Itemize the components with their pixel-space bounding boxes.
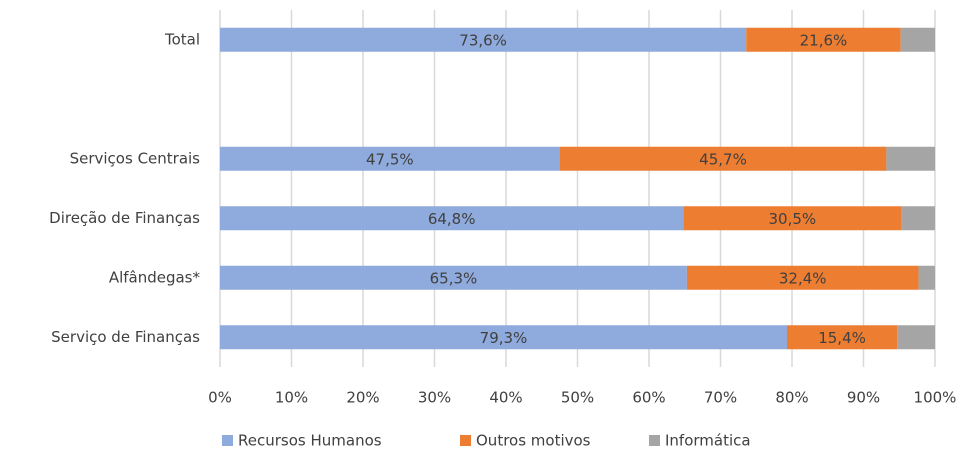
data-label: 21,6% [800,31,848,49]
x-tick-label: 90% [847,389,880,407]
bar-segment [746,27,901,52]
legend-swatch [222,435,233,446]
legend-label: Informática [665,432,751,450]
y-tick-label: Serviço de Finanças [51,328,200,346]
x-tick-label: 100% [914,389,957,407]
legend-label: Outros motivos [476,432,591,450]
data-label: 32,4% [779,269,827,287]
y-tick-label: Alfândegas* [109,268,201,286]
bar-segment [786,325,898,350]
bar-segment [901,206,935,231]
x-tick-label: 30% [418,389,451,407]
bar-segment [918,265,935,290]
bar-segment [886,146,935,171]
bar-segment [220,206,684,231]
y-tick-label: Total [164,30,200,48]
x-tick-label: 70% [704,389,737,407]
y-tick-label: Serviços Centrais [70,149,201,167]
data-label: 65,3% [430,269,478,287]
x-tick-label: 20% [346,389,379,407]
legend-swatch [460,435,471,446]
data-label: 79,3% [480,329,528,347]
x-tick-label: 10% [275,389,308,407]
y-tick-label: Direção de Finanças [49,209,200,227]
x-tick-label: 60% [632,389,665,407]
bar-segment [220,325,787,350]
bar-segment [220,27,747,52]
bar-segment [897,325,935,350]
bar-segment [559,146,887,171]
x-tick-label: 0% [208,389,232,407]
bar-segment [220,265,687,290]
data-label: 45,7% [699,150,747,168]
bar-segment [683,206,902,231]
bar-segment [220,146,560,171]
x-tick-label: 40% [489,389,522,407]
data-label: 47,5% [366,150,414,168]
bar-segment [686,265,919,290]
legend-label: Recursos Humanos [238,432,382,450]
x-tick-label: 80% [775,389,808,407]
data-label: 30,5% [769,210,817,228]
data-label: 64,8% [428,210,476,228]
legend-swatch [649,435,660,446]
bar-segment [900,27,935,52]
data-label: 73,6% [459,31,507,49]
data-label: 15,4% [818,329,866,347]
x-tick-label: 50% [561,389,594,407]
